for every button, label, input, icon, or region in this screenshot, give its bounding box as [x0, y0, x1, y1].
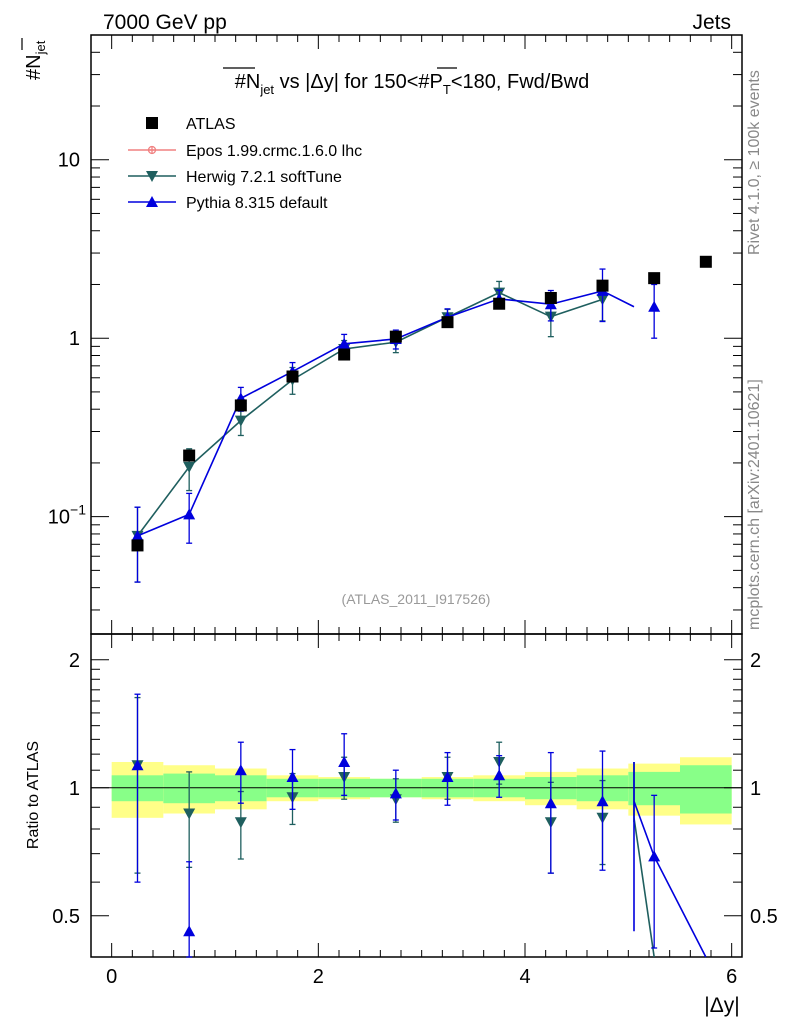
rivet-label: Rivet 4.1.0, ≥ 100k events: [746, 70, 763, 255]
data-point: [234, 764, 247, 776]
mcplots-label: mcplots.cern.ch [arXiv:2401.10621]: [746, 379, 763, 630]
data-point: [183, 508, 196, 520]
data-point: [699, 255, 712, 268]
y-tick-label: 10−1: [48, 502, 86, 529]
header-energy: 7000 GeV pp: [103, 11, 227, 34]
data-point: [493, 297, 506, 310]
data-point: [648, 300, 661, 312]
ratio-tick-label-left: 0.5: [52, 906, 80, 928]
series-pythia: [131, 268, 661, 583]
series-pythia: [131, 693, 707, 958]
series-herwig: [131, 696, 655, 958]
ratio-y-label: Ratio to ATLAS: [25, 741, 42, 849]
x-tick-label: 4: [519, 966, 530, 988]
data-point: [338, 337, 351, 349]
series-line: [136, 291, 603, 537]
data-point: [544, 797, 557, 809]
analysis-watermark: (ATLAS_2011_I917526): [342, 591, 491, 607]
ratio-tick-label-left: 1: [69, 778, 80, 800]
ratio-tick-label-right: 0.5: [750, 906, 778, 928]
ratio-tick-label-right: 1: [750, 778, 761, 800]
data-point: [338, 755, 351, 767]
data-point: [389, 787, 402, 799]
data-point: [596, 795, 609, 807]
legend-label-epos: Epos 1.99.crmc.1.6.0 lhc: [186, 143, 362, 160]
legend-label-herwig: Herwig 7.2.1 softTune: [186, 169, 342, 186]
ratio-tick-label-right: 2: [750, 650, 761, 672]
data-point: [493, 769, 506, 781]
x-axis-label: |Δy|: [704, 994, 739, 1017]
data-point: [389, 330, 402, 343]
data-point: [648, 272, 661, 285]
series-line: [633, 761, 707, 958]
data-point: [183, 925, 196, 937]
legend-label-pythia: Pythia 8.315 default: [186, 195, 328, 212]
data-point: [234, 399, 247, 412]
series-herwig: [131, 280, 609, 583]
data-point: [183, 449, 196, 462]
header-process: Jets: [692, 11, 731, 34]
data-point: [131, 529, 144, 541]
band-inner-bin: [680, 765, 732, 814]
data-point: [544, 291, 557, 304]
ratio-tick-label-left: 2: [69, 650, 80, 672]
data-point: [441, 771, 454, 783]
series-atlas: [131, 255, 712, 552]
x-tick-label: 2: [313, 966, 324, 988]
ratio-y-ticks: 0.5 0.5 1 1 2 2: [52, 650, 778, 958]
data-point: [183, 808, 196, 820]
data-point: [286, 370, 299, 383]
data-point: [648, 850, 661, 862]
y-axis-ticks: 10−1 1 10: [48, 34, 742, 611]
data-point: [596, 279, 609, 292]
x-axis-ticks: 0 2 4 6: [106, 35, 737, 988]
svg-text:#Njet: #Njet: [23, 40, 48, 80]
ratio-panel: 0.5 0.5 1 1 2 2: [52, 633, 778, 958]
legend-marker-epos: [128, 145, 176, 155]
data-point: [234, 817, 247, 829]
data-point: [131, 539, 144, 552]
ratio-frame: [90, 633, 743, 958]
data-point: [286, 771, 299, 783]
series-line: [137, 290, 635, 537]
data-point: [131, 759, 144, 771]
data-point: [234, 415, 247, 427]
data-point: [338, 348, 351, 361]
x-tick-label: 0: [106, 966, 117, 988]
legend-marker-herwig: [128, 171, 176, 182]
legend-marker-pythia: [128, 196, 176, 207]
data-point: [441, 316, 454, 329]
legend-marker-atlas: [146, 117, 158, 129]
y-tick-label: 1: [69, 328, 80, 350]
y-tick-label: 10: [58, 150, 80, 172]
x-tick-label: 6: [726, 966, 737, 988]
data-point: [183, 461, 196, 473]
legend-label-atlas: ATLAS: [186, 116, 236, 133]
chart-title: #Njet vs |Δy| for 150<#PT<180, Fwd/Bwd: [235, 71, 590, 97]
legend: ATLAS Epos 1.99.crmc.1.6.0 lhc Herwig 7.…: [128, 116, 362, 212]
y-axis-label: #Njet: [23, 40, 48, 80]
